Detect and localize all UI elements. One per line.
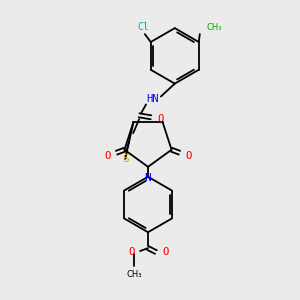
Text: HN: HN: [147, 94, 159, 104]
Text: O: O: [185, 151, 192, 161]
Text: Cl: Cl: [137, 22, 149, 32]
Text: N: N: [145, 173, 152, 183]
Text: O: O: [128, 247, 134, 257]
Text: S: S: [122, 154, 129, 164]
Text: CH₃: CH₃: [207, 23, 222, 32]
Text: CH₃: CH₃: [126, 270, 142, 279]
Text: O: O: [157, 114, 163, 124]
Text: O: O: [104, 151, 111, 161]
Text: O: O: [162, 247, 168, 257]
